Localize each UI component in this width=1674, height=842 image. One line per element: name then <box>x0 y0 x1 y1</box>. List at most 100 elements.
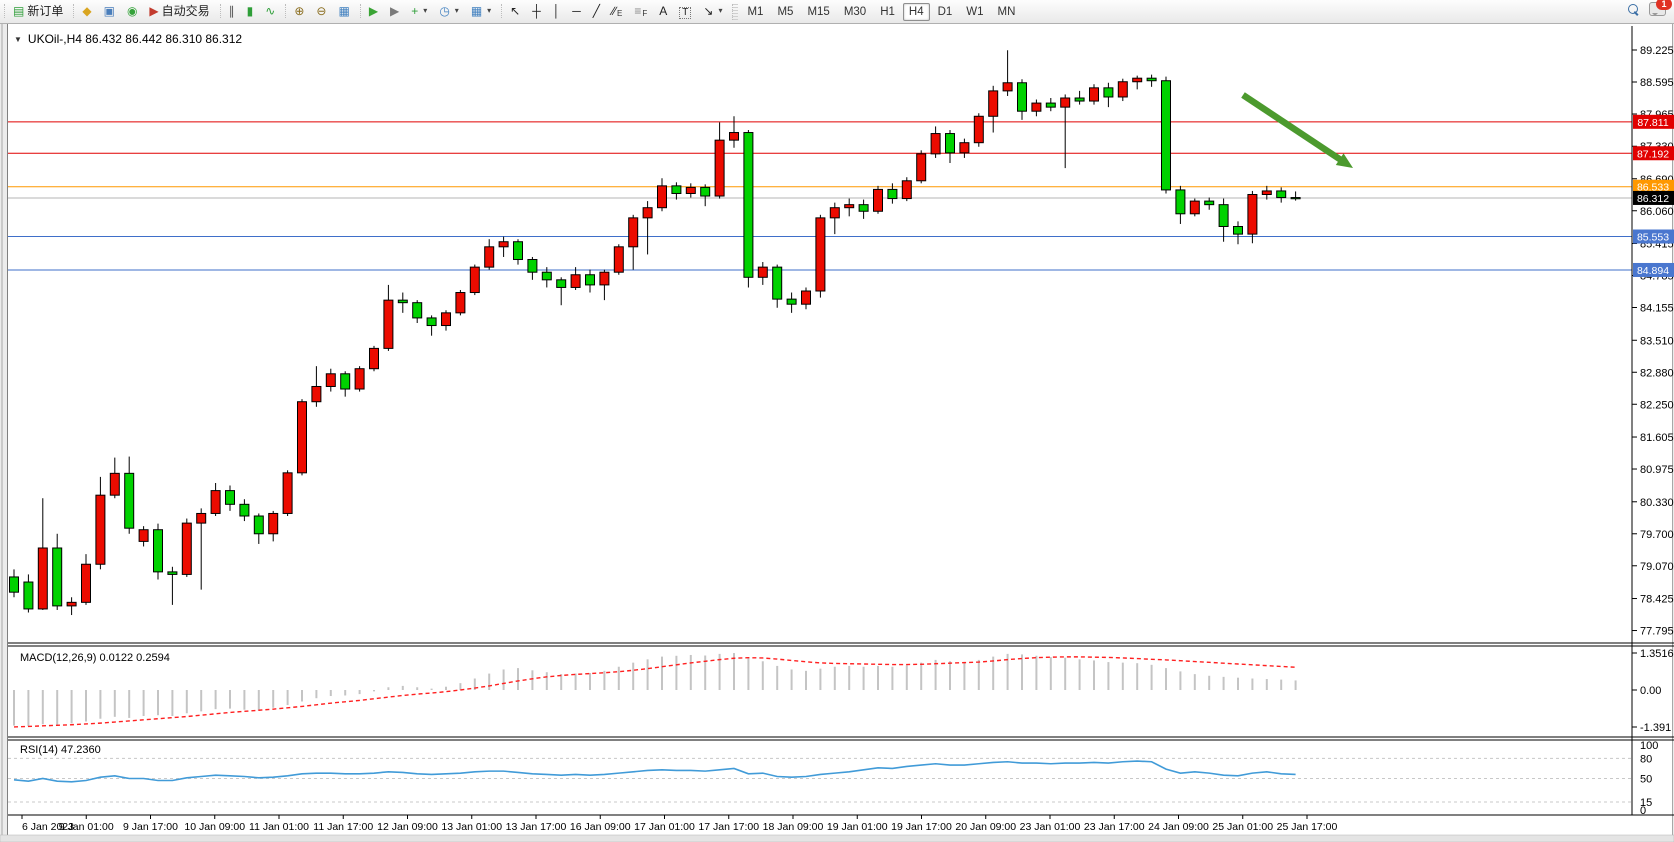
macd-indicator-label: MACD(12,26,9) 0.0122 0.2594 <box>20 652 170 664</box>
candle <box>268 512 279 535</box>
time-axis-label[interactable]: 13 Jan 01:00 <box>441 821 502 833</box>
candle <box>297 401 307 474</box>
time-axis-label[interactable]: 23 Jan 01:00 <box>1020 821 1081 833</box>
time-axis-label[interactable]: 19 Jan 17:00 <box>891 821 952 833</box>
zoom-in-icon[interactable]: ⊕ <box>289 0 309 21</box>
trendline-icon[interactable]: ╱ <box>588 0 605 21</box>
candle <box>441 312 451 327</box>
time-axis-label[interactable]: 25 Jan 17:00 <box>1277 821 1338 833</box>
trend-arrow-head <box>1335 153 1353 168</box>
timeframe-d1[interactable]: D1 <box>937 5 953 18</box>
time-axis-label[interactable]: 24 Jan 09:00 <box>1148 821 1209 833</box>
data-window-icon: ▣ <box>103 3 115 18</box>
time-axis-label[interactable]: 25 Jan 01:00 <box>1212 821 1273 833</box>
candle <box>383 299 394 349</box>
signals-icon[interactable]: ◉ <box>122 0 142 21</box>
time-axis-label[interactable]: 11 Jan 17:00 <box>313 821 373 833</box>
candle <box>541 271 552 281</box>
candle <box>959 142 970 154</box>
timeframe-m15[interactable]: M15 <box>807 5 830 18</box>
time-axis-label[interactable]: 23 Jan 17:00 <box>1084 821 1145 833</box>
search-icon[interactable] <box>1628 3 1639 16</box>
time-axis-label[interactable]: 18 Jan 09:00 <box>763 821 824 833</box>
bar-chart-icon[interactable]: ∥ <box>224 0 240 21</box>
time-axis-label[interactable]: 19 Jan 01:00 <box>827 821 888 833</box>
candle-chart-icon[interactable]: ▮ <box>242 0 259 21</box>
time-axis-label[interactable]: 10 Jan 09:00 <box>184 821 245 833</box>
market-watch-icon[interactable]: ◆ <box>77 0 96 21</box>
templates-icon[interactable]: ▦ ▾ <box>466 0 496 21</box>
candle <box>743 132 754 278</box>
price-level-badge <box>1633 114 1674 129</box>
channel-icon[interactable]: ∕∕ E <box>612 3 623 19</box>
timeframe-m30[interactable]: M30 <box>843 5 867 18</box>
new-order-button[interactable]: ▤ 新订单 <box>8 0 68 21</box>
timeframe-m1[interactable]: M1 <box>747 5 764 18</box>
time-axis-label[interactable]: 11 Jan 01:00 <box>249 821 309 833</box>
trend-arrow[interactable] <box>1241 92 1347 166</box>
cursor-icon[interactable]: ↖ <box>505 0 525 21</box>
candle <box>196 512 207 524</box>
time-axis-label[interactable]: 13 Jan 17:00 <box>506 821 567 833</box>
crosshair-icon[interactable]: ┼ <box>527 0 546 21</box>
candle <box>95 494 106 565</box>
candle <box>786 298 797 305</box>
timeframe-mn[interactable]: MN <box>997 5 1016 18</box>
rsi-line <box>13 760 1296 783</box>
data-window-icon[interactable]: ▣ <box>99 0 120 21</box>
zoom-out-icon: ⊖ <box>316 3 327 18</box>
candle <box>513 241 523 261</box>
chart-canvas[interactable]: 89.22588.59587.96587.33086.69086.06085.4… <box>0 24 1674 842</box>
chart-window[interactable]: 89.22588.59587.96587.33086.69086.06085.4… <box>0 24 1674 842</box>
toolbar-grip <box>732 3 739 20</box>
price-level-badge-value: 86.533 <box>1637 182 1669 194</box>
candle <box>81 563 91 603</box>
periods-icon[interactable]: ◷ ▾ <box>434 0 464 21</box>
price-level-badge-value: 84.894 <box>1637 265 1669 277</box>
candle <box>1017 82 1027 112</box>
zoom-out-icon[interactable]: ⊖ <box>311 0 331 21</box>
bar-chart-icon: ∥ <box>228 3 235 18</box>
price-level-badge <box>1633 229 1674 244</box>
time-axis-label[interactable]: 16 Jan 09:00 <box>570 821 631 833</box>
price-level-badge <box>1633 179 1674 194</box>
notifications-icon[interactable]: 1 <box>1649 0 1672 16</box>
text-icon[interactable]: A <box>654 0 672 21</box>
auto-scroll-icon: ▶ <box>368 3 379 18</box>
time-axis-label[interactable]: 17 Jan 17:00 <box>698 821 759 833</box>
candle <box>916 153 927 182</box>
chart-shift-icon: ▶ <box>390 3 400 18</box>
indicators-icon[interactable]: + ▾ <box>406 0 432 21</box>
tile-windows-icon[interactable]: ▦ <box>333 0 354 21</box>
timeframe-h4[interactable]: H4 <box>902 2 930 21</box>
text-label-icon[interactable]: T <box>674 2 696 23</box>
timeframe-h1[interactable]: H1 <box>880 5 895 18</box>
time-axis-label[interactable]: 20 Jan 09:00 <box>955 821 1016 833</box>
timeframe-w1[interactable]: W1 <box>966 5 984 18</box>
candle <box>901 180 912 200</box>
time-axis-label[interactable]: 9 Jan 01:00 <box>59 821 114 833</box>
auto-scroll-icon[interactable]: ▶ <box>364 0 383 21</box>
line-chart-icon[interactable]: ∿ <box>260 0 280 21</box>
vertical-line-icon[interactable]: │ <box>548 0 566 21</box>
time-axis-label[interactable]: 6 Jan 2023 <box>22 821 74 833</box>
candle <box>469 266 480 294</box>
time-axis-label[interactable]: 17 Jan 01:00 <box>634 821 695 833</box>
fibonacci-icon[interactable]: ≡ F <box>634 3 648 19</box>
candle <box>1074 97 1085 102</box>
macd-axis-label: -1.391 <box>1640 722 1671 734</box>
candle <box>887 188 898 200</box>
time-axis-label[interactable]: 12 Jan 09:00 <box>377 821 438 833</box>
arrows-icon[interactable]: ↘ ▾ <box>698 0 727 21</box>
price-axis-label: 84.155 <box>1640 303 1674 315</box>
candle <box>1060 97 1071 108</box>
timeframe-m5[interactable]: M5 <box>777 5 794 18</box>
candle <box>570 274 581 288</box>
horizontal-line-icon[interactable]: ─ <box>567 0 586 21</box>
chart-shift-icon[interactable]: ▶ <box>385 0 404 21</box>
candle <box>657 185 667 209</box>
dropdown-arrow-icon: ▾ <box>423 6 428 15</box>
toolbar-grip <box>4 3 5 18</box>
auto-trading-button[interactable]: ▶ 自动交易 <box>144 0 214 21</box>
time-axis-label[interactable]: 9 Jan 17:00 <box>123 821 178 833</box>
